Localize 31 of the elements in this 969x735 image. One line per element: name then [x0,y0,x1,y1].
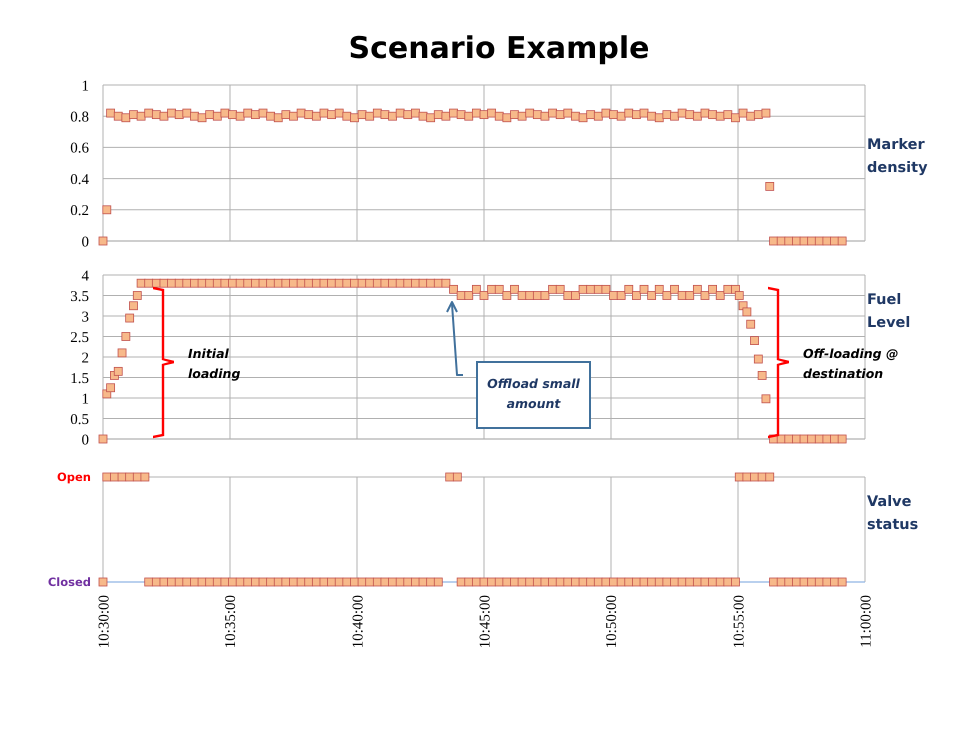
y-tick-label: 3.5 [70,288,89,305]
y-tick-label: 0.2 [70,203,89,220]
x-tick-label: 10:35:00 [223,595,240,648]
y-tick-label: 1.5 [70,370,89,387]
y-tick-label: 0.4 [70,172,90,188]
y-tick-label: 2 [82,350,89,366]
annotation: Off-loading @ destination [803,346,898,381]
x-tick-label: 11:00:00 [858,595,874,648]
y-tick-label: 1 [82,391,89,408]
category-label: Closed [48,575,91,590]
annotation: Offload small amount [487,376,581,411]
x-tick-label: 10:45:00 [477,595,494,648]
annotation: Initial loading [188,346,240,381]
x-tick-label: 10:50:00 [604,595,620,648]
y-tick-label: 3 [82,309,89,326]
x-tick-label: 10:40:00 [350,595,366,648]
y-axis-title: Marker density [867,137,928,176]
y-tick-label: 0 [82,234,89,250]
y-tick-label: 0 [82,432,89,448]
category-label: Open [57,470,91,484]
y-tick-label: 0.8 [70,109,89,126]
y-tick-label: 2.5 [70,330,89,346]
y-axis-title: Fuel Level [867,292,910,331]
x-tick-label: 10:55:00 [731,595,748,648]
x-tick-label: 10:30:00 [96,595,112,648]
y-tick-label: 1 [82,78,89,94]
chart-title: Scenario Example [348,31,650,66]
y-tick-label: 0.5 [70,412,89,428]
y-axis-title: Valve status [867,494,918,533]
y-tick-label: 4 [82,268,90,284]
y-tick-label: 0.6 [70,140,90,157]
